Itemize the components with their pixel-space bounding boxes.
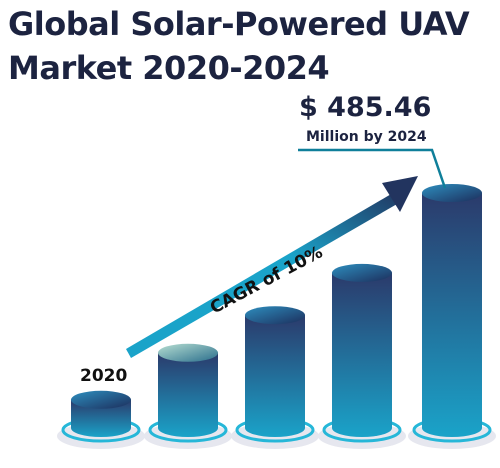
bar-body (245, 315, 305, 437)
growth-arrow (126, 176, 418, 358)
bar-body (422, 193, 482, 437)
bar-5 (408, 184, 496, 449)
growth-arrow-shaft (126, 190, 404, 358)
bar-body (158, 352, 218, 437)
leader-line (298, 148, 447, 189)
category-label-2020: 2020 (80, 366, 127, 386)
bar-top-cap (332, 263, 392, 282)
headline-value: $ 485.46 (299, 92, 431, 123)
headline-subtitle: Million by 2024 (306, 129, 427, 145)
bar-top-cap (71, 390, 131, 409)
bars-layer (57, 184, 496, 449)
bar-1 (57, 390, 145, 449)
chart-title: Global Solar-Powered UAV Market 2020-202… (8, 2, 498, 90)
bar-body (71, 399, 131, 437)
bar-top-cap (158, 343, 218, 362)
bar-4 (318, 263, 406, 449)
bar-body (332, 272, 392, 437)
bar-top-cap (422, 184, 482, 202)
bar-top-cap (245, 306, 305, 325)
bar-3 (231, 306, 319, 449)
bar-2 (144, 343, 232, 449)
growth-arrow-head (382, 176, 418, 212)
title-line-1: Global Solar-Powered UAV (8, 5, 470, 43)
title-line-2: Market 2020-2024 (8, 49, 330, 87)
